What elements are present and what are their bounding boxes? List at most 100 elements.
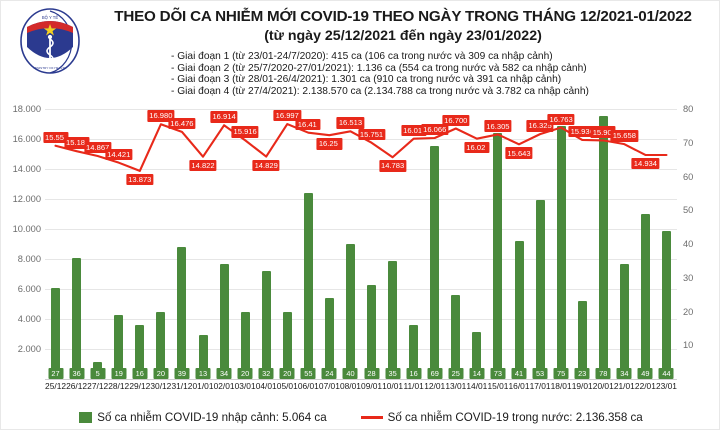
y-axis-left-tick: 12.000 <box>12 194 41 204</box>
x-axis: 25/12 26/12 27/12 28/12 29/12 30/12 31/12 01/01… <box>45 381 677 399</box>
bar-value-label: 40 <box>342 368 358 379</box>
bar-imported[interactable] <box>219 264 229 379</box>
bar-imported[interactable] <box>72 257 82 379</box>
chart-plot-area: 2.000 4.000 6.000 8.000 10.000 12.000 14.000 16… <box>1 104 720 401</box>
y-axis-right-tick: 40 <box>683 239 694 249</box>
bar-imported[interactable] <box>388 260 398 379</box>
line-value-label: 16.513 <box>336 117 365 129</box>
bar-value-label: 32 <box>258 368 274 379</box>
bar-value-label: 16 <box>406 368 422 379</box>
y-axis-right: 10 20 30 40 50 60 70 80 <box>677 104 720 379</box>
x-axis-tick: 26/12 <box>66 381 88 391</box>
chart-header: BỘ Y TẾ MINISTRY OF HEALTH THEO DÕI CA N… <box>1 1 720 109</box>
line-value-label: 15.751 <box>357 128 386 141</box>
bar-imported[interactable] <box>409 325 419 379</box>
bar-imported[interactable] <box>367 284 377 379</box>
bar-value-label: 53 <box>532 368 548 379</box>
phase-line-3: - Giai đoạn 3 (từ 28/01-26/4/2021): 1.30… <box>171 74 562 86</box>
y-axis-left-tick: 6.000 <box>17 284 41 294</box>
bar-imported[interactable] <box>114 314 124 379</box>
legend-item-domestic[interactable]: Số ca nhiễm COVID-19 trong nước: 2.136.3… <box>360 411 643 424</box>
line-value-label: 15.90 <box>590 126 616 138</box>
x-axis-tick: 11/01 <box>403 381 424 391</box>
bar-value-label: 28 <box>364 368 380 379</box>
line-value-label: 16.325 <box>526 120 554 132</box>
chart-legend: Số ca nhiễm COVID-19 nhập cảnh: 5.064 ca… <box>1 405 720 429</box>
bar-imported[interactable] <box>345 244 355 379</box>
gridline <box>45 319 677 320</box>
line-value-label: 14.829 <box>252 159 280 171</box>
bar-value-label: 35 <box>385 368 401 379</box>
bar-imported[interactable] <box>324 298 334 379</box>
line-value-label: 16.02 <box>464 141 490 154</box>
bar-value-label: 39 <box>174 368 190 379</box>
bar-imported[interactable] <box>472 331 482 379</box>
bar-imported[interactable] <box>451 294 461 379</box>
legend-item-imported[interactable]: Số ca nhiễm COVID-19 nhập cảnh: 5.064 ca <box>79 411 327 424</box>
gridline <box>45 169 677 170</box>
bar-imported[interactable] <box>51 287 61 379</box>
line-value-label: 16.700 <box>442 114 470 126</box>
y-axis-left-tick: 10.000 <box>12 224 41 234</box>
bar-imported[interactable] <box>535 200 545 379</box>
bar-value-label: 75 <box>553 368 569 379</box>
bar-imported[interactable] <box>135 325 145 379</box>
y-axis-left-tick: 16.000 <box>12 134 41 144</box>
y-axis-right-tick: 70 <box>683 137 694 148</box>
x-axis-tick: 04/01 <box>255 381 277 391</box>
y-axis-right-tick: 10 <box>683 340 694 351</box>
bar-imported[interactable] <box>430 146 440 379</box>
x-axis-tick: 21/01 <box>613 381 635 391</box>
x-axis-tick: 03/01 <box>234 381 256 391</box>
bar-value-label: 19 <box>111 368 127 379</box>
line-value-label: 14.934 <box>631 157 660 170</box>
bar-imported[interactable] <box>556 125 566 379</box>
bar-imported[interactable] <box>156 311 166 379</box>
bar-value-label: 25 <box>448 368 464 379</box>
y-axis-left-tick: 8.000 <box>17 254 41 264</box>
bar-value-label: 20 <box>279 368 295 379</box>
bar-imported[interactable] <box>177 247 187 379</box>
bar-imported[interactable] <box>282 311 292 379</box>
bar-imported[interactable] <box>598 115 608 379</box>
bar-value-label: 24 <box>321 368 337 379</box>
line-value-label: 15.18 <box>64 137 90 149</box>
bar-imported[interactable] <box>240 311 250 379</box>
gridline <box>45 109 677 110</box>
line-value-label: 16.066 <box>421 124 449 136</box>
line-value-label: 16.914 <box>210 111 238 123</box>
chart-title: THEO DÕI CA NHIỄM MỚI COVID-19 THEO NGÀY… <box>114 8 692 25</box>
bar-value-label: 14 <box>469 368 485 379</box>
line-value-label: 16.763 <box>547 113 575 125</box>
line-value-label: 16.980 <box>147 110 175 122</box>
bar-imported[interactable] <box>198 335 208 379</box>
bar-imported[interactable] <box>577 301 587 379</box>
x-axis-tick: 18/01 <box>550 381 572 391</box>
bar-value-label: 13 <box>195 368 211 379</box>
y-axis-right-tick: 50 <box>683 205 694 216</box>
bar-value-label: 41 <box>511 368 527 379</box>
line-value-label: 15.916 <box>231 126 259 138</box>
x-axis-tick: 06/01 <box>297 381 319 391</box>
bar-imported[interactable] <box>261 271 271 379</box>
bar-imported[interactable] <box>514 240 524 379</box>
title-block: THEO DÕI CA NHIỄM MỚI COVID-19 THEO NGÀY… <box>93 7 713 46</box>
y-axis-right-tick: 60 <box>683 171 694 182</box>
bar-imported[interactable] <box>661 230 671 379</box>
bar-imported[interactable] <box>493 132 503 379</box>
line-value-label: 13.873 <box>126 173 154 186</box>
line-value-label: 15.658 <box>610 130 638 142</box>
line-value-label: 15.55 <box>42 131 69 144</box>
line-value-label: 16.476 <box>168 117 196 130</box>
gridline <box>45 379 677 380</box>
y-axis-right-tick: 30 <box>683 272 694 283</box>
line-value-label: 16.25 <box>316 138 342 150</box>
line-value-label: 14.421 <box>105 148 133 161</box>
svg-text:BỘ Y TẾ: BỘ Y TẾ <box>42 15 59 20</box>
bar-imported[interactable] <box>619 264 629 379</box>
y-axis-left-tick: 18.000 <box>12 104 41 114</box>
line-value-label: 16.305 <box>484 120 512 132</box>
gridline <box>45 229 677 230</box>
bar-imported[interactable] <box>640 213 650 379</box>
bar-imported[interactable] <box>303 193 313 379</box>
